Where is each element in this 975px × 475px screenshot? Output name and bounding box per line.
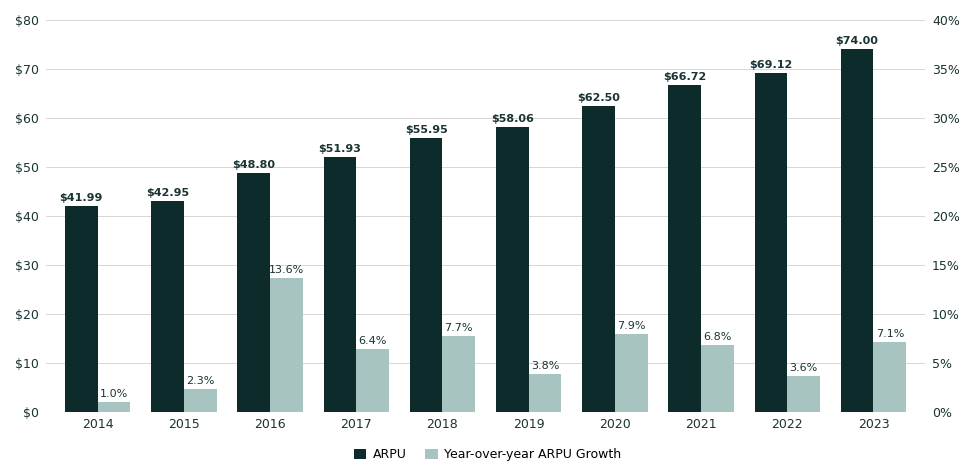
Text: 3.8%: 3.8%	[530, 361, 560, 371]
Bar	[270, 278, 303, 411]
Bar	[528, 374, 562, 411]
Text: 7.9%: 7.9%	[617, 321, 645, 331]
Text: 1.0%: 1.0%	[99, 389, 128, 399]
Text: $58.06: $58.06	[490, 114, 533, 124]
Text: 6.8%: 6.8%	[703, 332, 731, 342]
Text: $69.12: $69.12	[749, 60, 793, 70]
Text: 2.3%: 2.3%	[186, 376, 214, 386]
Bar	[237, 173, 270, 411]
Text: 7.7%: 7.7%	[445, 323, 473, 333]
Text: $55.95: $55.95	[405, 125, 448, 135]
Bar	[65, 206, 98, 411]
Bar	[755, 73, 787, 411]
Bar	[98, 402, 131, 411]
Text: $51.93: $51.93	[319, 144, 362, 154]
Text: 13.6%: 13.6%	[269, 266, 304, 276]
Text: $62.50: $62.50	[577, 93, 620, 103]
Bar	[356, 349, 389, 411]
Bar	[151, 201, 184, 411]
Bar	[443, 336, 475, 411]
Bar	[701, 345, 734, 411]
Bar	[410, 138, 443, 411]
Bar	[496, 127, 528, 411]
Text: $48.80: $48.80	[232, 160, 275, 170]
Text: $41.99: $41.99	[59, 193, 103, 203]
Text: 3.6%: 3.6%	[790, 363, 818, 373]
Text: $66.72: $66.72	[663, 72, 706, 82]
Text: 7.1%: 7.1%	[876, 329, 904, 339]
Legend: ARPU, Year-over-year ARPU Growth: ARPU, Year-over-year ARPU Growth	[349, 443, 626, 466]
Text: $42.95: $42.95	[146, 189, 189, 199]
Bar	[615, 334, 647, 411]
Bar	[184, 389, 216, 411]
Bar	[787, 376, 820, 411]
Text: $74.00: $74.00	[836, 37, 878, 47]
Bar	[582, 105, 615, 411]
Text: 6.4%: 6.4%	[359, 336, 387, 346]
Bar	[840, 49, 874, 411]
Bar	[324, 157, 356, 411]
Bar	[874, 342, 906, 411]
Bar	[668, 85, 701, 411]
